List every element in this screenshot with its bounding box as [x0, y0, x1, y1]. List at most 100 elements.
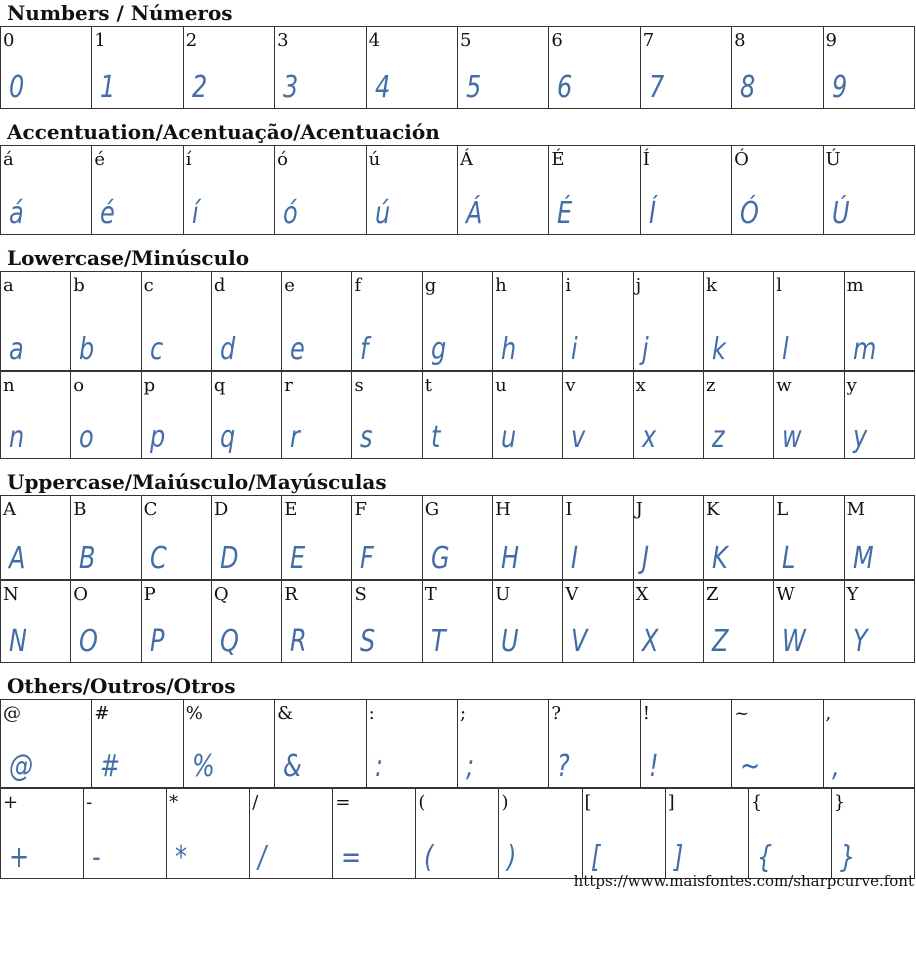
- glyph-cell: {{: [747, 788, 832, 879]
- font-glyph-sample: g: [430, 332, 447, 367]
- font-glyph-sample: Ó: [740, 196, 760, 231]
- font-glyph-sample: j: [641, 332, 649, 367]
- character-label: S: [354, 584, 367, 605]
- character-label: x: [635, 375, 646, 396]
- character-label: A: [3, 499, 16, 520]
- character-label: p: [143, 375, 156, 396]
- font-glyph-sample: R: [290, 624, 307, 659]
- character-label: m: [846, 275, 864, 296]
- character-label: /: [252, 792, 259, 813]
- font-glyph-sample: c: [149, 332, 163, 367]
- font-glyph-sample: é: [100, 196, 116, 231]
- font-glyph-sample: 8: [740, 70, 756, 105]
- font-glyph-sample: U: [501, 624, 519, 659]
- character-label: ó: [277, 149, 289, 170]
- character-label: ]: [667, 792, 675, 813]
- font-glyph-sample: r: [290, 420, 301, 455]
- section-title-uppercase: Uppercase/Maiúsculo/Mayúsculas: [7, 470, 387, 494]
- font-glyph-sample: l: [782, 332, 789, 367]
- font-glyph-sample: I: [571, 541, 579, 576]
- glyph-cell: / /: [249, 788, 334, 879]
- font-glyph-sample: Ú: [831, 196, 850, 231]
- character-label: ~: [734, 703, 750, 724]
- glyph-cell: ,,: [822, 699, 916, 788]
- font-glyph-sample: e: [290, 332, 305, 367]
- character-label: R: [284, 584, 298, 605]
- character-label: é: [94, 149, 106, 170]
- font-glyph-sample: Y: [852, 624, 868, 659]
- character-label: {: [750, 792, 763, 813]
- character-label: &: [277, 703, 294, 724]
- character-label: !: [642, 703, 650, 724]
- font-glyph-sample: :: [374, 749, 383, 784]
- character-label: a: [3, 275, 14, 296]
- character-label: 1: [94, 30, 106, 51]
- character-label: 8: [734, 30, 746, 51]
- character-label: ,: [825, 703, 832, 724]
- character-label: k: [705, 275, 717, 296]
- font-glyph-sample: s: [360, 420, 373, 455]
- glyph-table: @ @ # #%% & &::;;??!! ~ ~,,: [0, 699, 916, 788]
- character-label: U: [495, 584, 511, 605]
- font-glyph-sample: C: [149, 541, 167, 576]
- font-glyph-sample: (: [424, 840, 434, 875]
- character-label: c: [143, 275, 154, 296]
- font-glyph-sample: 1: [100, 70, 116, 105]
- font-glyph-sample: {: [756, 840, 772, 875]
- character-label: E: [284, 499, 298, 520]
- character-label: w: [776, 375, 792, 396]
- font-glyph-sample: Í: [648, 196, 656, 231]
- font-glyph-sample: o: [79, 420, 94, 455]
- font-glyph-sample: -: [92, 840, 101, 875]
- character-label: (: [418, 792, 426, 813]
- glyph-cell: [[: [581, 788, 666, 879]
- font-glyph-sample: B: [79, 541, 96, 576]
- font-glyph-sample: @: [9, 749, 33, 784]
- font-glyph-sample: #: [100, 749, 121, 784]
- font-glyph-sample: 7: [648, 70, 665, 105]
- font-glyph-sample: P: [149, 624, 165, 659]
- font-glyph-sample: J: [641, 541, 649, 576]
- character-label: q: [213, 375, 226, 396]
- character-label: Á: [459, 149, 473, 170]
- character-label: í: [185, 149, 192, 170]
- font-glyph-sample: z: [711, 420, 725, 455]
- character-label: d: [213, 275, 226, 296]
- character-label: @: [3, 703, 21, 724]
- font-glyph-sample: N: [9, 624, 27, 659]
- character-label: ?: [551, 703, 561, 724]
- glyph-cell: )): [498, 788, 583, 879]
- character-label: t: [424, 375, 433, 396]
- source-url-link[interactable]: https://www.maisfontes.com/sharpcurve.fo…: [573, 872, 914, 890]
- glyph-row: + + - - * * / / = =(())[[]]{{}}: [0, 788, 916, 879]
- font-glyph-sample: ;: [465, 749, 475, 784]
- character-label: s: [354, 375, 364, 396]
- font-glyph-sample: É: [557, 196, 573, 231]
- character-label: 0: [3, 30, 15, 51]
- character-label: H: [495, 499, 511, 520]
- character-label: y: [846, 375, 857, 396]
